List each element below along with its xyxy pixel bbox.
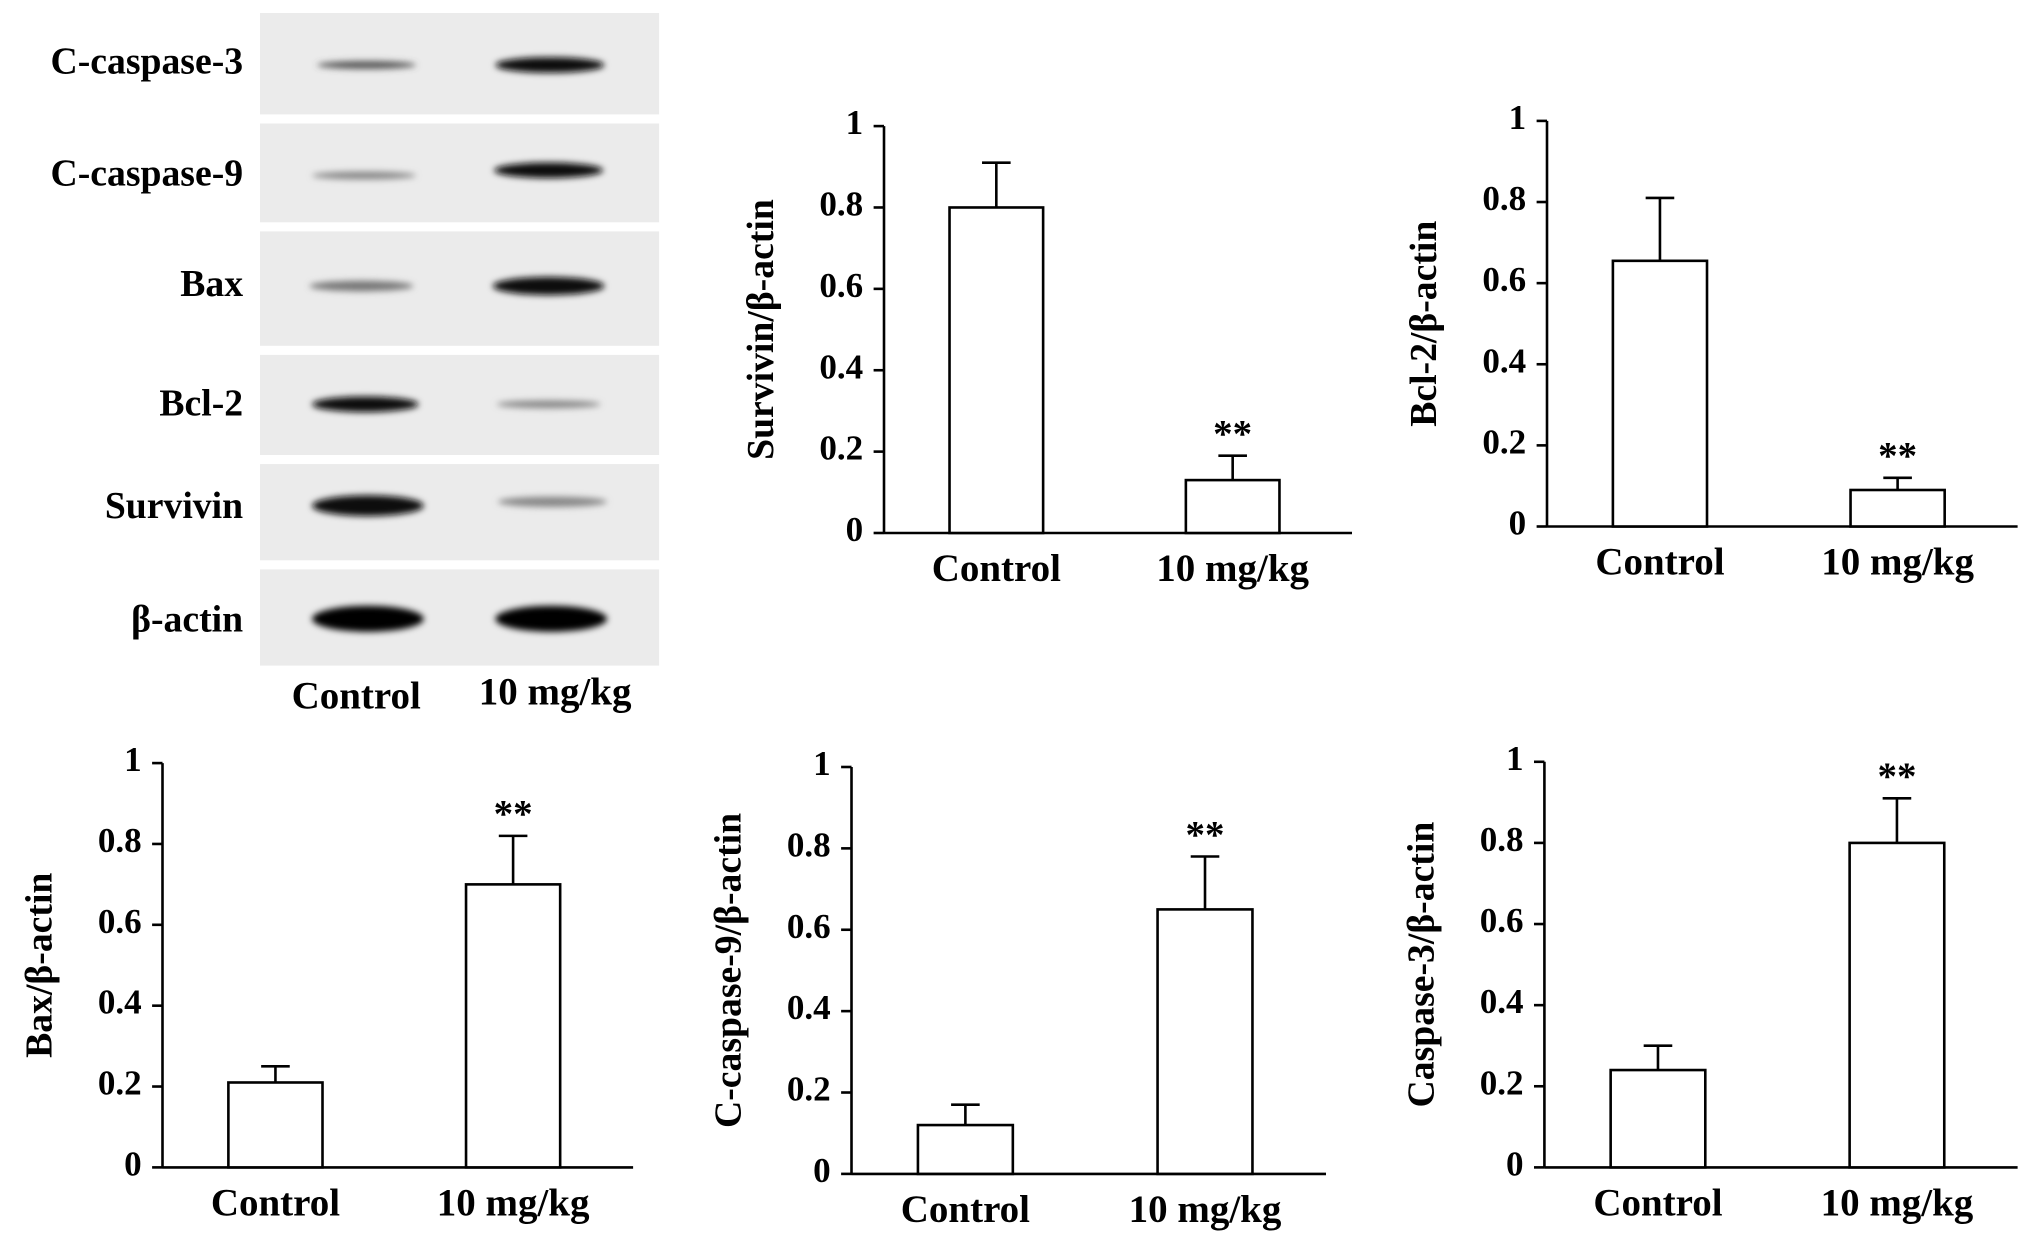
y-tick-label: 0.2	[98, 1064, 142, 1103]
band	[494, 162, 604, 179]
bar-chart: 0 0.2 0.4 0.6 0.8 1 Bax/β-actin Control 10 mg/kg…	[19, 740, 634, 1224]
y-tick-label: 0.8	[1482, 179, 1526, 218]
y-tick-label: 0	[846, 510, 864, 549]
y-tick-label: 0.6	[1480, 901, 1524, 940]
y-axis-label: Caspase-3/β-actin	[1400, 822, 1442, 1108]
bar-chart: 0 0.2 0.4 0.6 0.8 1 Bcl-2/β-actin Control 10 mg/…	[1403, 98, 2018, 583]
x-tick-label: 10 mg/kg	[1129, 1188, 1282, 1231]
band	[497, 496, 608, 507]
x-tick-label: 10 mg/kg	[1821, 540, 1974, 583]
bar	[1184, 478, 1281, 535]
bar	[1611, 259, 1709, 528]
band	[317, 61, 417, 69]
blot-column-label: 10 mg/kg	[479, 670, 632, 713]
band	[492, 276, 605, 296]
y-tick-label: 0.4	[1482, 341, 1526, 380]
y-tick-label: 1	[1506, 739, 1524, 778]
y-tick-label: 0	[124, 1144, 142, 1183]
y-tick-label: 0.8	[98, 821, 142, 860]
bar	[1156, 908, 1254, 1176]
y-tick-label: 0.2	[1482, 422, 1526, 461]
error-bar	[982, 161, 1011, 208]
error-bar	[1882, 796, 1912, 843]
band	[312, 171, 417, 180]
error-bar	[1645, 196, 1675, 261]
y-tick-label: 0.8	[787, 825, 831, 864]
x-tick-label: Control	[1595, 540, 1724, 583]
y-tick-label: 1	[1509, 98, 1527, 137]
x-tick-label: 10 mg/kg	[1821, 1181, 1974, 1224]
y-tick-label: 0.6	[98, 902, 142, 941]
y-tick-label: 1	[846, 103, 864, 142]
error-bar	[1218, 454, 1247, 481]
y-tick-label: 0	[813, 1151, 831, 1190]
y-axis-label: Survivin/β-actin	[740, 199, 782, 460]
y-tick-label: 0	[1509, 504, 1527, 543]
x-tick-label: 10 mg/kg	[437, 1181, 590, 1224]
y-axis-label: Bax/β-actin	[19, 873, 61, 1058]
band	[312, 396, 419, 413]
y-tick-label: 0.6	[787, 907, 831, 946]
bar-chart: 0 0.2 0.4 0.6 0.8 1 Caspase-3/β-actin Control 10…	[1400, 739, 2018, 1224]
blot-row-label: Survivin	[105, 485, 243, 527]
y-tick-label: 0.6	[1482, 260, 1526, 299]
x-tick-label: Control	[901, 1188, 1030, 1231]
blot-row-label: Bax	[180, 263, 243, 305]
western-blot: C-caspase-3 C-caspase-9 Bax Bcl-2 Surviv…	[50, 12, 660, 717]
significance-marker: **	[1186, 813, 1225, 856]
y-tick-label: 0.4	[98, 983, 142, 1022]
error-bar	[1883, 476, 1912, 490]
band	[496, 400, 601, 409]
bar-chart: 0 0.2 0.4 0.6 0.8 1 Survivin/β-actin Control 10 …	[740, 103, 1353, 590]
bar	[1849, 488, 1946, 528]
error-bar	[1190, 855, 1220, 910]
y-tick-label: 0.8	[819, 185, 863, 224]
blot-row-label: β-actin	[131, 598, 243, 640]
x-tick-label: Control	[211, 1181, 340, 1224]
y-tick-label: 0.2	[787, 1070, 831, 1109]
y-tick-label: 0.4	[1480, 982, 1524, 1021]
error-bar	[498, 834, 528, 885]
significance-marker: **	[494, 793, 533, 836]
y-tick-label: 0.8	[1480, 820, 1524, 859]
bar-chart: 0 0.2 0.4 0.6 0.8 1 C-caspase-9/β-actin Control…	[708, 744, 1327, 1231]
bar	[464, 883, 562, 1169]
y-tick-label: 0.6	[819, 266, 863, 305]
blot-row-label: Bcl-2	[159, 383, 243, 425]
blot-row-label: C-caspase-3	[50, 41, 243, 83]
band	[312, 605, 424, 632]
significance-marker: **	[1213, 412, 1252, 455]
y-tick-label: 0.4	[819, 347, 863, 386]
error-bar	[1643, 1044, 1673, 1071]
x-tick-label: Control	[1593, 1181, 1722, 1224]
y-axis-label: C-caspase-9/β-actin	[708, 813, 750, 1128]
band	[309, 280, 414, 292]
error-bar	[261, 1065, 290, 1083]
blot-row-label: C-caspase-9	[50, 152, 243, 194]
bar	[916, 1123, 1015, 1176]
y-tick-label: 0.4	[787, 988, 831, 1027]
bar	[1609, 1068, 1707, 1169]
bar	[227, 1081, 324, 1169]
blot-lane-bg	[260, 464, 660, 561]
y-tick-label: 1	[124, 740, 142, 779]
blot-column-label: Control	[292, 674, 421, 717]
band	[495, 605, 608, 632]
band	[495, 57, 605, 73]
y-axis-label: Bcl-2/β-actin	[1403, 221, 1445, 427]
significance-marker: **	[1878, 435, 1917, 478]
x-tick-label: Control	[932, 547, 1061, 590]
error-bar	[951, 1103, 980, 1126]
bar	[1848, 841, 1946, 1169]
y-tick-label: 0.2	[1480, 1063, 1524, 1102]
bar	[948, 206, 1045, 535]
x-tick-label: 10 mg/kg	[1156, 547, 1309, 590]
band	[312, 495, 424, 517]
significance-marker: **	[1877, 755, 1916, 798]
y-tick-label: 0.2	[819, 429, 863, 468]
y-tick-label: 1	[813, 744, 831, 783]
y-tick-label: 0	[1506, 1144, 1524, 1183]
